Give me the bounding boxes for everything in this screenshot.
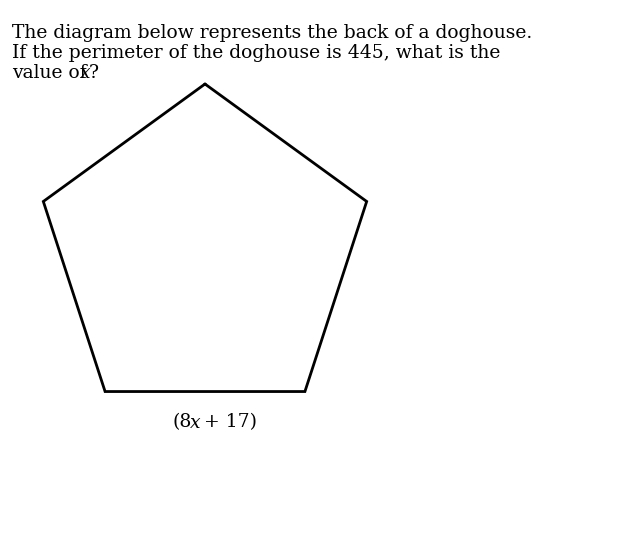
Text: x: x — [80, 64, 90, 82]
Text: value of: value of — [12, 64, 93, 82]
Text: ?: ? — [89, 64, 99, 82]
Text: (8: (8 — [172, 413, 191, 432]
Text: + 17): + 17) — [198, 413, 257, 432]
Text: The diagram below represents the back of a doghouse.: The diagram below represents the back of… — [12, 24, 532, 42]
Text: If the perimeter of the doghouse is 445, what is the: If the perimeter of the doghouse is 445,… — [12, 44, 500, 62]
Text: x: x — [190, 413, 201, 432]
